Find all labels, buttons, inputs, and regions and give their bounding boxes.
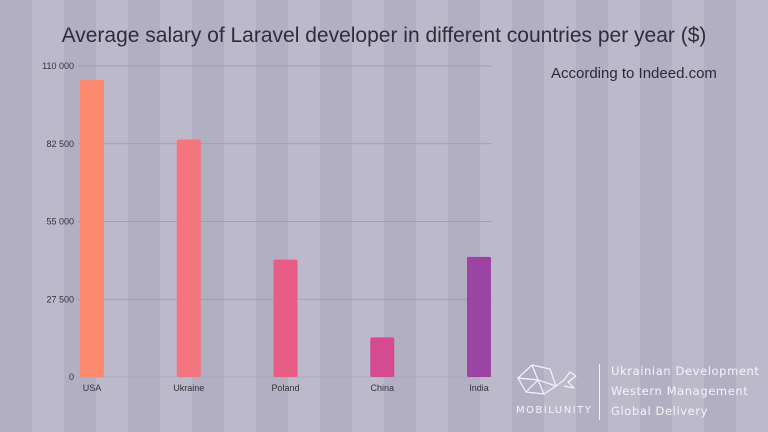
y-tick-label: 0 — [69, 372, 74, 382]
bar-ukraine — [176, 139, 201, 377]
y-tick-label: 82 500 — [46, 139, 74, 149]
x-tick-label: Ukraine — [173, 383, 204, 393]
bar-poland — [273, 259, 298, 377]
tagline-3: Global Delivery — [611, 404, 709, 418]
x-axis-tick-labels: USA Ukraine Poland China India — [83, 383, 489, 393]
whale-icon — [517, 364, 577, 395]
bars — [80, 80, 491, 378]
chart-title: Average salary of Laravel developer in d… — [61, 24, 707, 47]
x-tick-label: India — [469, 383, 489, 393]
y-tick-label: 55 000 — [46, 217, 74, 227]
x-tick-label: USA — [83, 383, 102, 393]
x-tick-label: Poland — [271, 383, 299, 393]
logo-wordmark: MOBILUNITY — [516, 405, 593, 416]
bar-india — [467, 256, 491, 377]
y-tick-label: 27 500 — [46, 294, 74, 304]
y-axis-tick-labels: 0 27 500 55 000 82 500 110 000 — [42, 61, 74, 382]
bar-usa — [80, 80, 104, 378]
y-tick-label: 110 000 — [42, 61, 74, 71]
bar-china — [370, 337, 395, 377]
x-tick-label: China — [370, 383, 394, 393]
tagline-1: Ukrainian Development — [611, 364, 760, 378]
chart-subtitle: According to Indeed.com — [551, 65, 717, 82]
tagline-2: Western Management — [611, 384, 749, 398]
logo-divider — [599, 364, 600, 420]
